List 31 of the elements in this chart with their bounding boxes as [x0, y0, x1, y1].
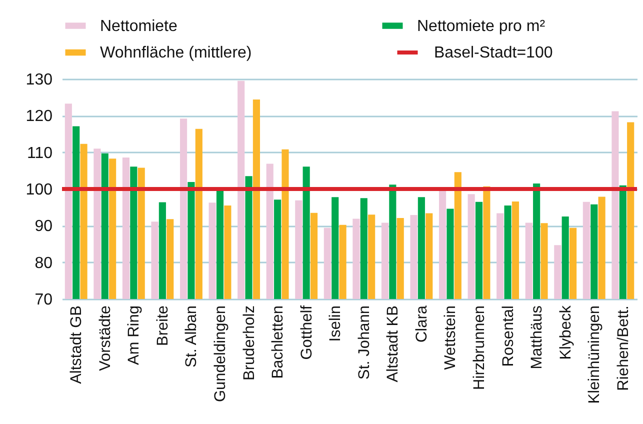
- x-tick-label: Breite: [154, 306, 172, 346]
- x-tick-label: Rosental: [500, 306, 517, 367]
- x-tick-label: Wettstein: [442, 306, 460, 370]
- x-tick-label: St. Johann: [356, 306, 373, 380]
- x-tick-label: Bachletten: [270, 306, 287, 379]
- x-tick-label: Gundeldingen: [212, 306, 229, 402]
- x-tick-label: Gotthelf: [298, 304, 316, 360]
- y-tick-label: 80: [34, 254, 53, 272]
- x-tick-label: Altstadt GB: [68, 306, 86, 384]
- x-tick-label: Am Ring: [126, 306, 143, 365]
- y-tick-label: 120: [26, 108, 53, 126]
- x-tick-label: Kleinhüningen: [586, 306, 604, 404]
- x-tick-label: Iselin: [327, 306, 344, 342]
- x-tick-label: Vorstädte: [96, 306, 114, 371]
- x-tick-label: Clara: [413, 305, 430, 343]
- legend-label: Nettomiete: [100, 18, 178, 35]
- x-tick-label: Hirzbrunnen: [471, 306, 488, 390]
- x-tick-label: Klybeck: [557, 305, 574, 360]
- legend-label: Wohnfläche (mittlere): [100, 44, 252, 62]
- y-tick-label: 70: [34, 292, 53, 308]
- x-tick-label: Matthäus: [528, 305, 546, 370]
- x-tick-label: Altstadt KB: [384, 306, 402, 382]
- y-tick-label: 100: [26, 182, 53, 198]
- x-tick-label: St. Alban: [183, 306, 200, 368]
- x-tick-label: Bruderholz: [240, 306, 258, 380]
- y-tick-label: 130: [26, 72, 53, 88]
- y-tick-label: 110: [26, 144, 53, 162]
- y-tick-label: 90: [34, 218, 53, 236]
- legend-label: Nettomiete pro m²: [417, 18, 546, 35]
- x-tick-label: Riehen/Bett.: [614, 306, 632, 391]
- legend-label: Basel-Stadt=100: [434, 44, 553, 62]
